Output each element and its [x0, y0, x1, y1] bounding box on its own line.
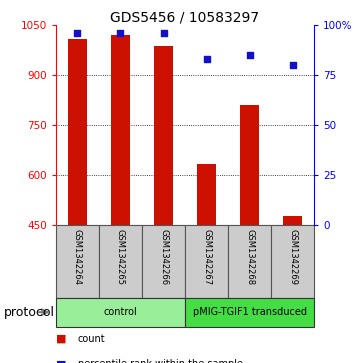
Bar: [56, 225, 99, 298]
Bar: [240, 105, 259, 225]
Text: count: count: [78, 334, 105, 344]
Point: [204, 56, 209, 62]
Text: ■: ■: [56, 334, 66, 344]
Bar: [228, 225, 271, 298]
Text: percentile rank within the sample: percentile rank within the sample: [78, 359, 243, 363]
Point: [161, 30, 166, 36]
Text: GSM1342266: GSM1342266: [159, 229, 168, 285]
Bar: [197, 163, 216, 225]
Bar: [142, 225, 185, 298]
Text: ■: ■: [56, 359, 66, 363]
Point: [290, 62, 295, 68]
Bar: [154, 46, 173, 225]
Text: GSM1342265: GSM1342265: [116, 229, 125, 285]
Text: GSM1342267: GSM1342267: [202, 229, 211, 285]
Bar: [185, 298, 314, 327]
Text: pMIG-TGIF1 transduced: pMIG-TGIF1 transduced: [192, 307, 306, 317]
Bar: [99, 225, 142, 298]
Bar: [185, 225, 228, 298]
Point: [118, 30, 123, 36]
Text: GSM1342268: GSM1342268: [245, 229, 254, 285]
Title: GDS5456 / 10583297: GDS5456 / 10583297: [110, 10, 260, 24]
Text: GSM1342264: GSM1342264: [73, 229, 82, 285]
Text: protocol: protocol: [4, 306, 55, 319]
Text: GSM1342269: GSM1342269: [288, 229, 297, 285]
Point: [75, 30, 81, 36]
Bar: [271, 225, 314, 298]
Bar: [111, 35, 130, 225]
Bar: [283, 216, 302, 225]
Bar: [56, 298, 185, 327]
Text: control: control: [104, 307, 137, 317]
Bar: [68, 39, 87, 225]
Point: [247, 52, 252, 58]
